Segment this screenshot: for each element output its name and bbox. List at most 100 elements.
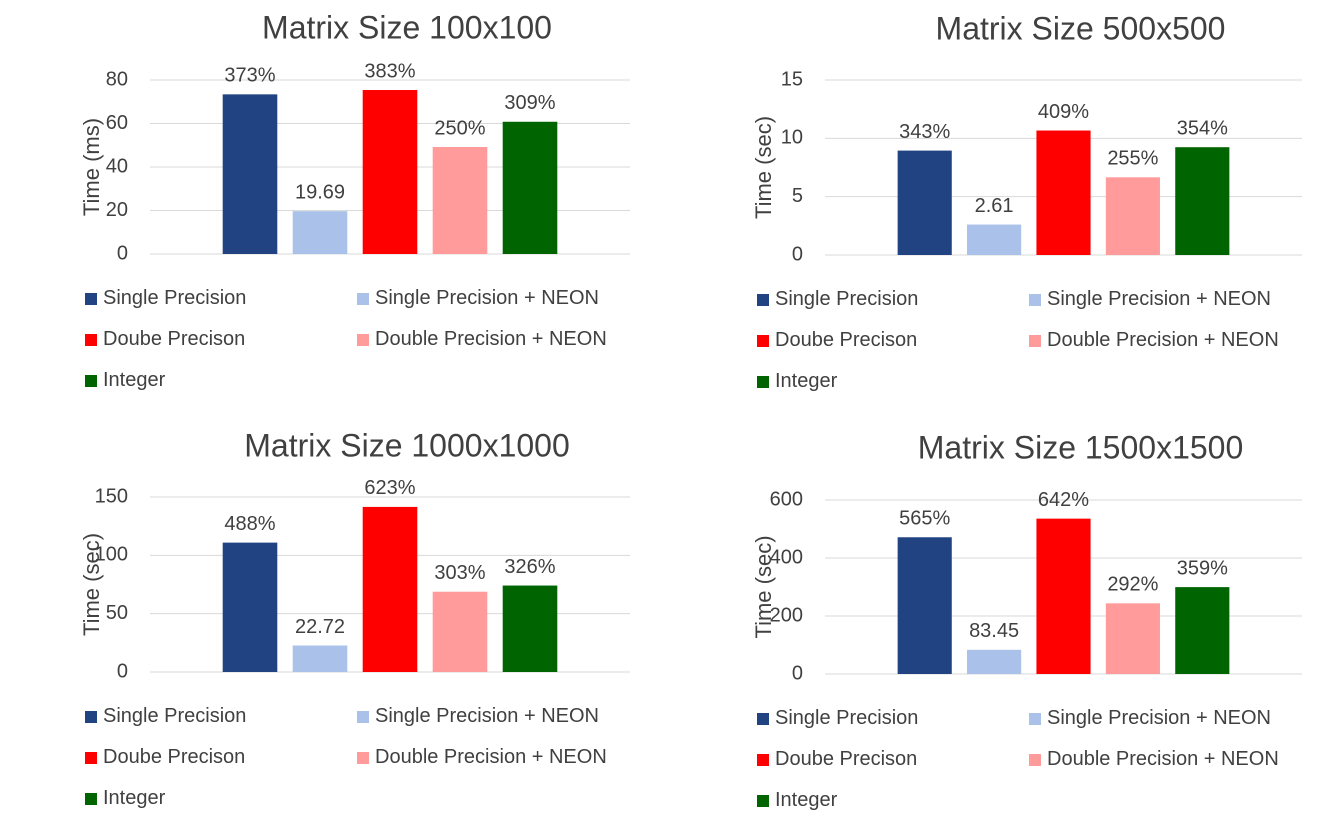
chart-title: Matrix Size 1000x1000	[244, 427, 570, 463]
legend-item-double-neon: Double Precision + NEON	[357, 746, 607, 769]
legend-label: Double Precision + NEON	[1047, 748, 1279, 770]
legend-item-single-neon: Single Precision + NEON	[357, 705, 599, 728]
chart-panel-1000x1000: Matrix Size 1000x1000 0 50 100 150 Time (sec)…	[0, 418, 660, 828]
data-label: 22.72	[295, 616, 345, 638]
y-axis-label: Time (sec)	[79, 533, 104, 636]
legend-item-integer: Integer	[85, 369, 165, 392]
bar-chart-1500x1500: Matrix Size 1500x1500 0 200 400 600 Time (sec…	[751, 429, 1302, 684]
y-tick-label: 20	[106, 199, 128, 221]
legend-label: Single Precision	[775, 707, 919, 729]
y-tick-label: 80	[106, 68, 128, 90]
data-label: 373%	[224, 65, 275, 87]
legend-swatch-double	[757, 753, 769, 766]
y-tick-label: 60	[106, 112, 128, 134]
data-label: 623%	[364, 477, 415, 499]
bar-integer	[1175, 587, 1230, 674]
legend-label: Doube Precison	[775, 329, 918, 351]
bar-chart-100x100: Matrix Size 100x100 0 20 40 60 80 Time (ms) 373…	[79, 9, 630, 264]
legend-label: Single Precision + NEON	[1047, 288, 1271, 310]
legend-item-double: Doube Precison	[85, 746, 245, 769]
bar-single-neon	[967, 649, 1022, 674]
data-label: 409%	[1038, 101, 1089, 123]
legend-label: Integer	[103, 369, 166, 391]
legend-label: Double Precision + NEON	[1047, 329, 1279, 351]
data-label: 488%	[224, 513, 275, 535]
chart-title: Matrix Size 1500x1500	[918, 429, 1244, 465]
bar-double-neon	[1105, 177, 1160, 255]
legend-item-single-neon: Single Precision + NEON	[1029, 707, 1271, 730]
data-label: 359%	[1177, 557, 1228, 579]
y-tick-label: 150	[95, 485, 128, 507]
y-tick-label: 15	[781, 68, 803, 90]
bar-single-neon	[292, 211, 348, 254]
bar-integer	[502, 121, 558, 254]
bar-double-neon	[432, 591, 488, 672]
bar-double-neon	[432, 146, 488, 254]
legend-swatch-double	[757, 334, 769, 347]
legend-swatch-single-neon	[357, 710, 369, 723]
legend-swatch-single	[757, 712, 769, 725]
legend-item-single-neon: Single Precision + NEON	[1029, 288, 1271, 311]
data-label: 292%	[1107, 574, 1158, 596]
legend-item-single: Single Precision	[757, 288, 918, 311]
legend-swatch-double	[85, 751, 97, 764]
legend-swatch-single	[757, 293, 769, 306]
legend-swatch-integer	[757, 375, 769, 388]
bar-double	[362, 506, 418, 672]
bar-double-neon	[1105, 603, 1160, 674]
chart-panel-100x100: Matrix Size 100x100 0 20 40 60 80 Time (ms) 373…	[0, 0, 660, 410]
legend-swatch-double-neon	[1029, 334, 1041, 347]
legend-item-double: Doube Precison	[85, 328, 245, 351]
data-label: 83.45	[969, 620, 1019, 642]
data-label: 303%	[434, 562, 485, 584]
bar-single	[897, 150, 952, 255]
y-axis-label: Time (sec)	[751, 116, 776, 219]
data-label: 309%	[504, 92, 555, 114]
legend-label: Single Precision + NEON	[1047, 707, 1271, 729]
legend-label: Single Precision + NEON	[375, 705, 599, 727]
data-label: 326%	[504, 556, 555, 578]
bar-chart-1000x1000: Matrix Size 1000x1000 0 50 100 150 Time (sec)…	[79, 427, 630, 682]
y-tick-label: 600	[770, 488, 803, 510]
bar-double	[1036, 518, 1091, 674]
bar-double	[362, 90, 418, 254]
y-tick-label: 0	[117, 242, 128, 264]
bar-integer	[502, 585, 558, 672]
legend-swatch-double-neon	[357, 333, 369, 346]
legend-item-single: Single Precision	[85, 705, 246, 728]
y-axis-label: Time (sec)	[751, 535, 776, 638]
legend-label: Single Precision	[103, 705, 247, 727]
bar-single-neon	[292, 645, 348, 672]
legend-swatch-single	[85, 292, 97, 305]
legend-swatch-double	[85, 333, 97, 346]
legend-item-double-neon: Double Precision + NEON	[1029, 329, 1279, 352]
legend-item-double-neon: Double Precision + NEON	[1029, 748, 1279, 771]
y-tick-label: 10	[781, 127, 803, 149]
legend-swatch-double-neon	[1029, 753, 1041, 766]
legend-swatch-integer	[85, 374, 97, 387]
legend-swatch-integer	[757, 794, 769, 807]
y-tick-label: 200	[770, 604, 803, 626]
y-tick-label: 100	[95, 544, 128, 566]
bar-single	[897, 537, 952, 674]
legend-item-integer: Integer	[85, 787, 165, 810]
data-label: 642%	[1038, 489, 1089, 511]
data-label: 255%	[1107, 148, 1158, 170]
legend-swatch-single	[85, 710, 97, 723]
data-label: 250%	[434, 117, 485, 139]
y-tick-label: 0	[792, 243, 803, 265]
bar-single	[222, 94, 278, 254]
bar-single-neon	[967, 224, 1022, 255]
legend-label: Single Precision + NEON	[375, 287, 599, 309]
data-label: 343%	[899, 121, 950, 143]
y-tick-label: 400	[770, 546, 803, 568]
legend-item-single: Single Precision	[757, 707, 918, 730]
legend-item-single: Single Precision	[85, 287, 246, 310]
chart-panel-1500x1500: Matrix Size 1500x1500 0 200 400 600 Time (sec…	[672, 418, 1329, 828]
bar-integer	[1175, 147, 1230, 255]
legend-label: Single Precision	[775, 288, 919, 310]
legend-swatch-double-neon	[357, 751, 369, 764]
bar-single	[222, 542, 278, 672]
data-label: 2.61	[975, 195, 1014, 217]
y-tick-label: 5	[792, 185, 803, 207]
